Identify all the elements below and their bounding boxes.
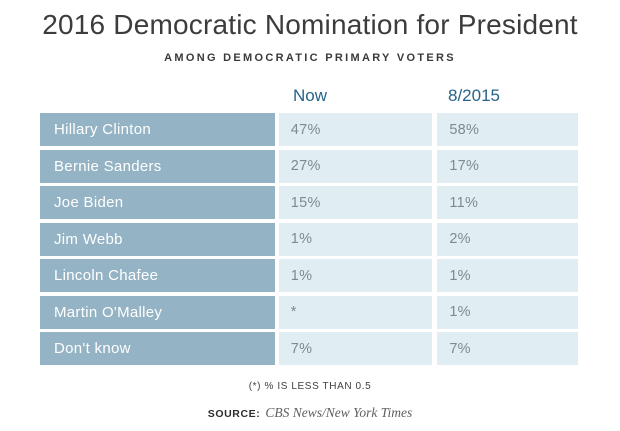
value-aug2015: 17% <box>437 149 578 183</box>
value-aug2015: 1% <box>437 259 578 292</box>
candidate-name: Joe Biden <box>40 186 275 219</box>
page-title: 2016 Democratic Nomination for President <box>42 9 578 40</box>
table-row: Bernie Sanders 27% 17% <box>40 149 578 183</box>
value-now: 1% <box>278 259 433 292</box>
table-row: Jim Webb 1% 2% <box>40 222 578 256</box>
value-now: 7% <box>278 332 433 365</box>
column-header-now: Now <box>293 86 328 105</box>
candidate-name: Lincoln Chafee <box>40 259 275 292</box>
table-row: Joe Biden 15% 11% <box>40 186 578 219</box>
value-aug2015: 7% <box>437 332 578 365</box>
column-headers: Now 8/2015 <box>40 86 578 106</box>
source-line: SOURCE: CBS News/New York Times <box>0 404 620 422</box>
table-row: Martin O'Malley * 1% <box>40 295 578 329</box>
value-now: * <box>278 295 433 329</box>
table-row: Hillary Clinton 47% 58% <box>40 113 578 146</box>
value-now: 27% <box>278 149 433 183</box>
value-aug2015: 11% <box>437 186 578 219</box>
value-aug2015: 1% <box>437 295 578 329</box>
value-now: 47% <box>278 113 433 146</box>
candidate-name: Martin O'Malley <box>40 295 275 329</box>
column-header-aug2015: 8/2015 <box>448 86 500 105</box>
poll-table: Hillary Clinton 47% 58% Bernie Sanders 2… <box>40 113 578 369</box>
candidate-name: Don't know <box>40 332 275 365</box>
value-now: 1% <box>278 222 433 256</box>
candidate-name: Bernie Sanders <box>40 149 275 183</box>
source-label: SOURCE: <box>207 408 261 420</box>
table-row: Don't know 7% 7% <box>40 332 578 365</box>
value-now: 15% <box>278 186 433 219</box>
candidate-name: Jim Webb <box>40 222 275 256</box>
candidate-name: Hillary Clinton <box>40 113 275 146</box>
page-subtitle: AMONG DEMOCRATIC PRIMARY VOTERS <box>164 52 456 64</box>
value-aug2015: 2% <box>437 222 578 256</box>
source-text: CBS News/New York Times <box>265 405 413 420</box>
column-header-spacer <box>40 86 281 106</box>
footnote: (*) % IS LESS THAN 0.5 <box>248 381 372 392</box>
value-aug2015: 58% <box>437 113 578 146</box>
table-row: Lincoln Chafee 1% 1% <box>40 259 578 292</box>
